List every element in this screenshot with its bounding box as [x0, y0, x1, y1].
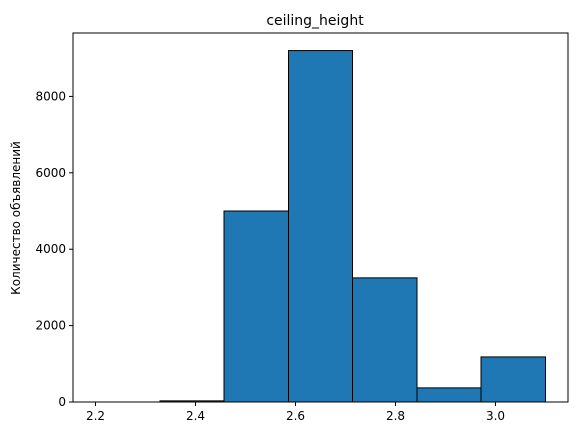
bars-group — [159, 50, 546, 403]
y-tick-label: 0 — [58, 395, 66, 409]
x-axis-ticks: 2.2 2.4 2.6 2.8 3.0 — [86, 402, 505, 423]
histogram-bar-6 — [480, 356, 546, 403]
histogram-bar-4 — [352, 277, 418, 403]
histogram-bar-5 — [416, 387, 482, 403]
y-tick-label: 4000 — [35, 242, 66, 256]
histogram-bar-2 — [223, 210, 289, 403]
histogram-bar-3 — [288, 50, 353, 403]
x-tick-label: 2.4 — [186, 409, 205, 423]
x-tick-label: 2.2 — [86, 409, 105, 423]
x-tick-label: 3.0 — [486, 409, 505, 423]
y-axis-ticks: 0 2000 4000 6000 8000 — [35, 89, 73, 409]
plot-frame — [72, 32, 569, 403]
y-tick-label: 2000 — [35, 319, 66, 333]
chart-title: ceiling_height — [266, 13, 364, 29]
x-tick-label: 2.8 — [386, 409, 405, 423]
x-tick-label: 2.6 — [286, 409, 305, 423]
y-tick-label: 6000 — [35, 166, 66, 180]
y-axis-label: Количество объявлений — [9, 141, 23, 295]
y-tick-label: 8000 — [35, 89, 66, 103]
